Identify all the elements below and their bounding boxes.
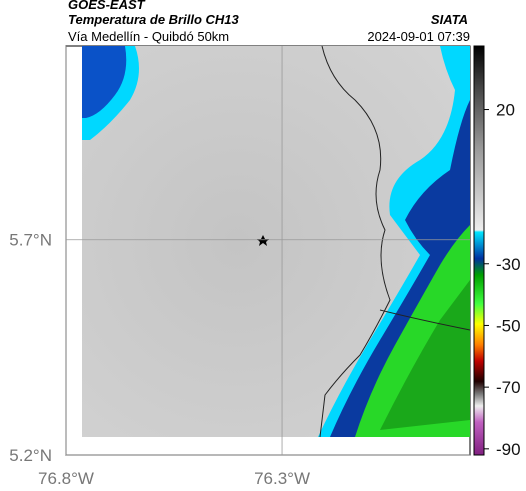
lat-tick-label: 5.2°N	[9, 446, 52, 465]
lon-tick-label: 76.3°W	[254, 469, 310, 488]
location-star	[257, 235, 269, 246]
colorbar-tick-label: -50	[496, 316, 521, 335]
colorbar-tick-label: -90	[496, 440, 521, 459]
lon-tick-label: 76.8°W	[38, 469, 94, 488]
region: Vía Medellín - Quibdó 50km	[68, 29, 229, 44]
colorbar	[473, 45, 485, 456]
source: SIATA	[431, 12, 468, 27]
subtitle: Temperatura de Brillo CH13	[68, 12, 240, 27]
satellite-image	[82, 45, 471, 438]
lat-tick-label: 5.7°N	[9, 231, 52, 250]
datetime: 2024-09-01 07:39	[367, 29, 470, 44]
title: GOES-EAST	[68, 0, 146, 12]
colorbar-tick-label: -70	[496, 378, 521, 397]
colorbar-tick-label: -30	[496, 255, 521, 274]
colorbar-tick-label: 20	[496, 101, 515, 120]
